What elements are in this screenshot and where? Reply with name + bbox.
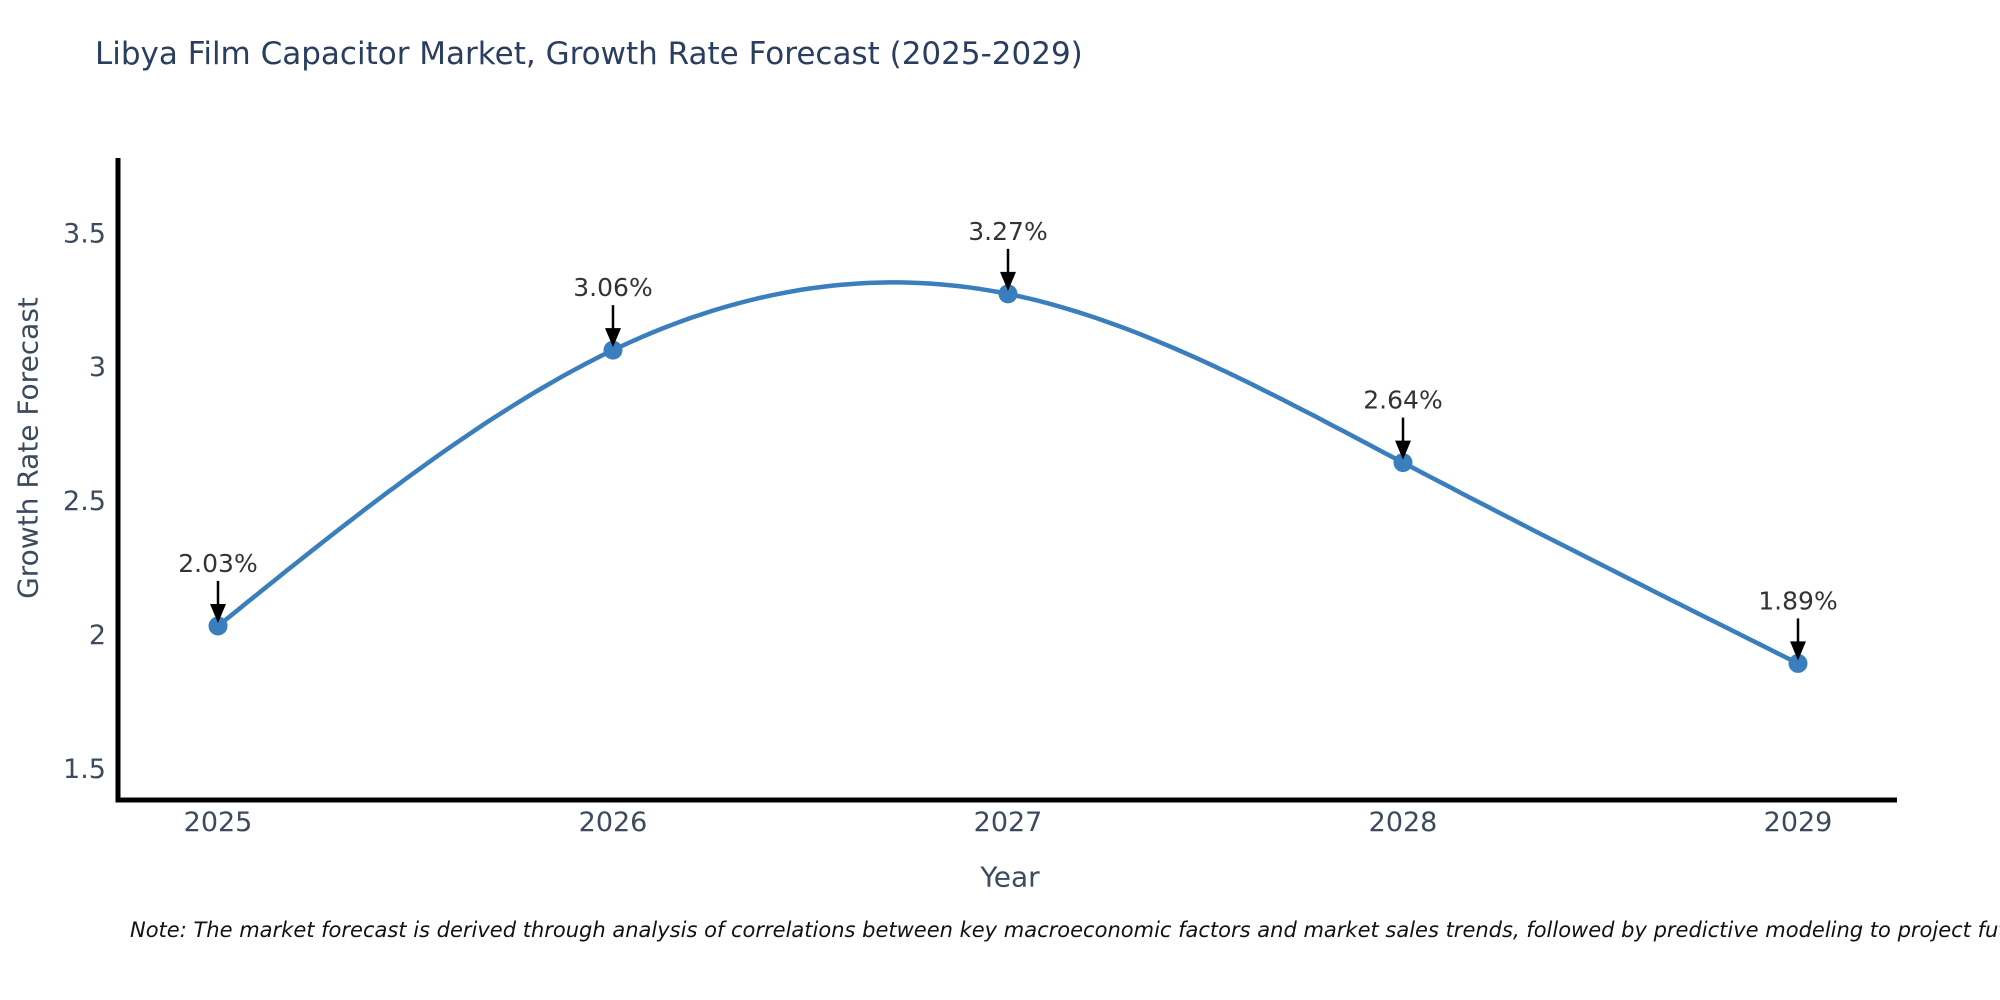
y-tick-label: 2.5: [63, 486, 106, 517]
data-point-label: 2.03%: [178, 549, 257, 578]
annotation-arrow-head: [1790, 641, 1806, 661]
data-point-marker: [1393, 453, 1413, 473]
footnote: Note: The market forecast is derived thr…: [130, 918, 2000, 942]
x-tick-label: 2028: [1369, 807, 1438, 838]
data-point-marker: [208, 616, 228, 636]
annotation-arrow-head: [605, 328, 621, 348]
annotation-arrow-head: [1395, 440, 1411, 460]
forecast-line: [215, 280, 1801, 666]
x-tick-label: 2026: [579, 807, 648, 838]
y-tick-label: 2: [89, 620, 106, 651]
data-point-marker: [1788, 653, 1808, 673]
chart-title: Libya Film Capacitor Market, Growth Rate…: [95, 36, 1083, 72]
annotation-arrow-head: [1000, 271, 1016, 291]
data-point-label: 3.27%: [968, 217, 1047, 246]
annotation-arrow-head: [210, 603, 226, 623]
x-tick-label: 2029: [1764, 807, 1833, 838]
x-tick-label: 2025: [184, 807, 253, 838]
y-tick-label: 3.5: [63, 218, 106, 249]
data-point-label: 3.06%: [573, 273, 652, 302]
x-tick-label: 2027: [974, 807, 1043, 838]
data-point-marker: [998, 284, 1018, 304]
data-point-label: 2.64%: [1363, 386, 1442, 415]
y-tick-label: 3: [89, 352, 106, 383]
data-point-label: 1.89%: [1758, 586, 1837, 615]
data-point-marker: [603, 340, 623, 360]
y-tick-label: 1.5: [63, 754, 106, 785]
x-axis-title: Year: [980, 860, 1040, 894]
